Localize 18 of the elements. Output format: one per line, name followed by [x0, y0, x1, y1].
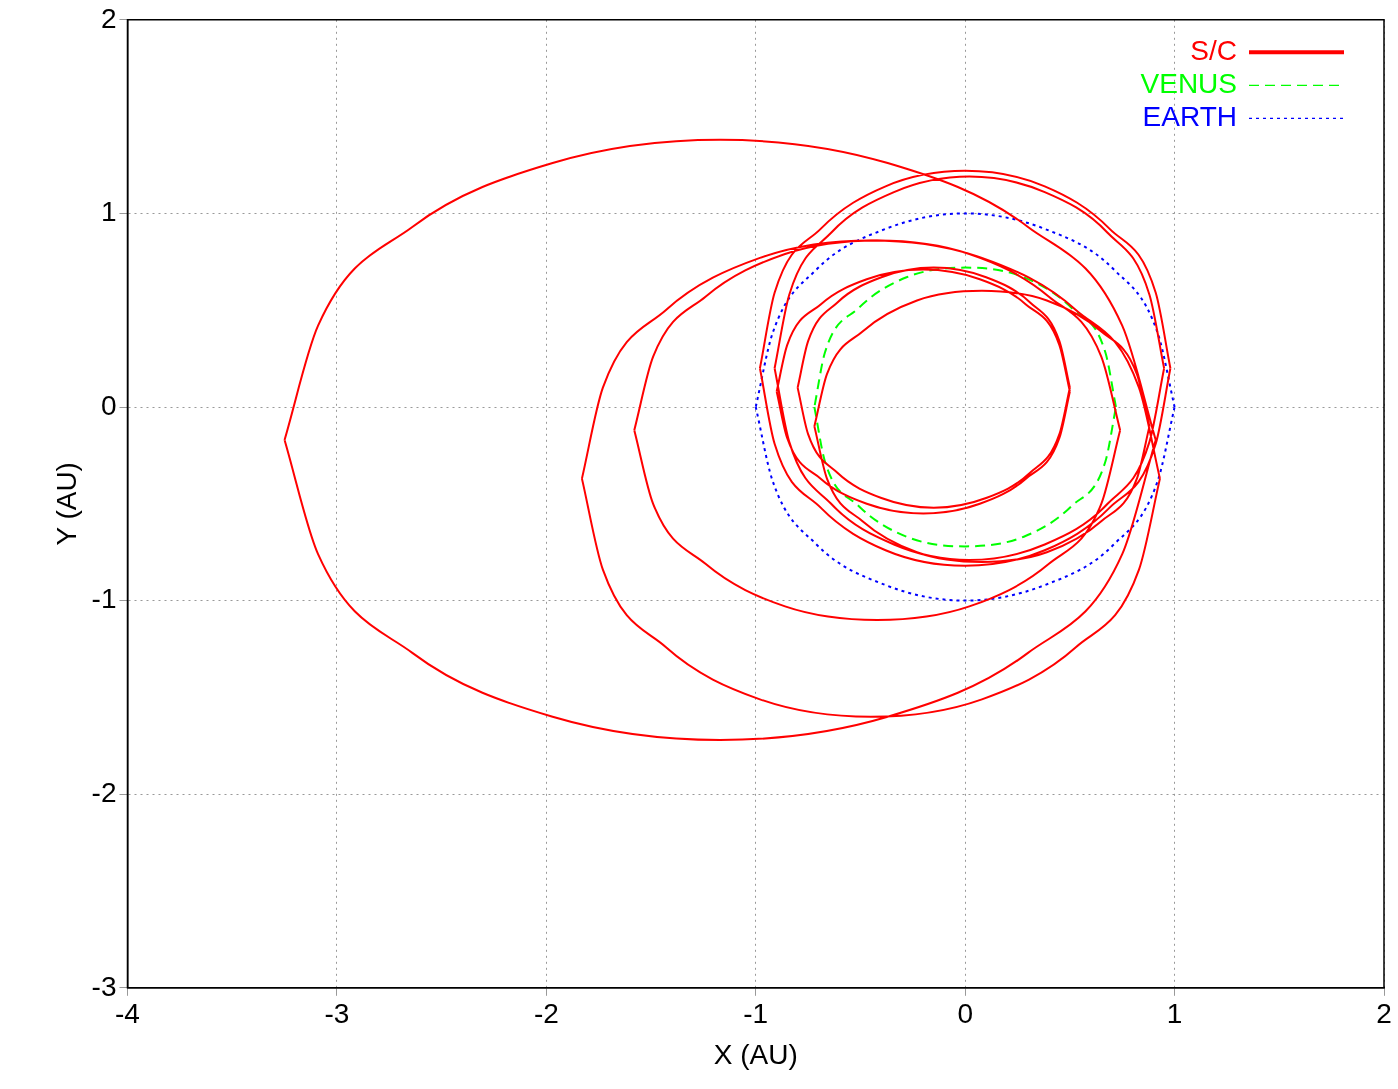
x-tick-label: -2 — [533, 998, 559, 1030]
y-tick-label: 1 — [100, 196, 117, 228]
x-tick-label: 2 — [1376, 998, 1392, 1030]
x-axis-title: X (AU) — [713, 1038, 798, 1070]
y-axis-title: Y (AU) — [50, 462, 82, 546]
x-tick-label: -3 — [324, 998, 350, 1030]
y-tick-label: 0 — [100, 389, 117, 421]
legend-label: EARTH — [1142, 101, 1237, 133]
x-tick-label: 1 — [1166, 998, 1183, 1030]
y-tick-label: -2 — [91, 776, 117, 808]
x-tick-label: -4 — [115, 998, 140, 1030]
y-tick-label: -3 — [91, 970, 117, 1002]
legend-label: S/C — [1190, 35, 1237, 67]
legend-label: VENUS — [1140, 68, 1237, 100]
x-tick-label: -1 — [743, 998, 769, 1030]
y-tick-label: 2 — [100, 2, 117, 34]
y-tick-label: -1 — [91, 583, 117, 615]
x-tick-label: 0 — [957, 998, 973, 1030]
